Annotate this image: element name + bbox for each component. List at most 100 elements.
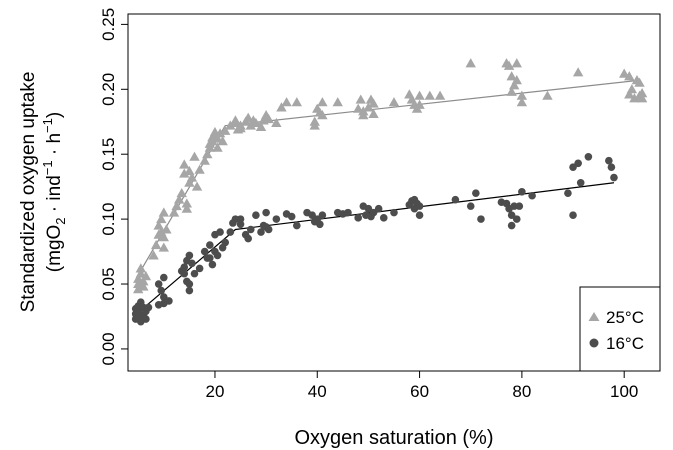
- point-25c: [636, 93, 648, 103]
- point-25c: [263, 113, 274, 124]
- x-axis-label: Oxygen saturation (%): [295, 427, 494, 449]
- point-16c: [252, 211, 260, 220]
- y-axis: 0.00 0.05 0.10 0.15 0.20 0.25: [99, 8, 129, 365]
- y-label-mid2: · h: [44, 133, 65, 160]
- point-16c: [512, 215, 521, 223]
- legend-box: [579, 286, 661, 372]
- plot-area: [127, 13, 661, 372]
- point-25c: [434, 90, 446, 100]
- point-25c: [161, 224, 172, 234]
- point-16c: [216, 228, 224, 236]
- point-16c: [185, 280, 194, 288]
- y-tick-label: 0.25: [99, 8, 118, 41]
- point-25c: [271, 117, 282, 128]
- point-25c: [212, 142, 223, 152]
- point-16c: [180, 269, 189, 278]
- point-25c: [179, 159, 190, 169]
- point-25c: [150, 239, 162, 250]
- point-25c: [414, 90, 425, 100]
- y-tick-label: 0.15: [99, 138, 118, 171]
- point-16c: [354, 214, 362, 222]
- point-16c: [208, 260, 217, 269]
- point-25c: [133, 278, 144, 289]
- point-25c: [332, 97, 343, 107]
- y-axis-label-line2: (mgO2 · ind−1 · h−1): [40, 112, 68, 272]
- point-16c: [264, 225, 273, 234]
- point-25c: [199, 155, 210, 165]
- point-25c: [506, 86, 517, 96]
- point-16c: [190, 269, 199, 278]
- fit-lines: [137, 79, 640, 314]
- point-16c: [160, 273, 168, 282]
- point-25c: [388, 97, 400, 107]
- x-tick-label: 60: [410, 382, 429, 401]
- point-25c: [368, 98, 379, 108]
- point-16c: [466, 202, 475, 210]
- point-16c: [293, 221, 301, 230]
- point-25c: [219, 125, 231, 135]
- point-25c: [186, 172, 198, 182]
- point-16c: [206, 254, 214, 262]
- point-25c: [624, 89, 635, 99]
- point-16c: [515, 202, 524, 210]
- point-16c: [213, 251, 222, 260]
- point-25c: [291, 97, 303, 107]
- point-16c: [236, 220, 245, 229]
- point-16c: [206, 241, 214, 249]
- point-16c: [262, 208, 270, 217]
- point-16c: [472, 189, 480, 197]
- point-25c: [309, 120, 320, 130]
- y-label-sup2: −1: [40, 118, 55, 133]
- point-25c: [624, 71, 635, 81]
- point-25c: [276, 102, 287, 112]
- point-16c: [287, 212, 296, 221]
- point-25c: [245, 120, 256, 130]
- y-label-sup1: −1: [40, 160, 55, 175]
- y-label-sub: 2: [53, 217, 68, 224]
- point-25c: [225, 120, 236, 130]
- point-16c: [195, 264, 204, 273]
- y-tick-label: 0.05: [99, 267, 118, 300]
- point-25c: [214, 128, 226, 138]
- point-25c: [255, 121, 267, 131]
- point-16c: [574, 159, 582, 168]
- point-25c: [179, 168, 190, 178]
- x-tick-label: 80: [512, 382, 531, 401]
- y-label-mid1: · ind: [44, 175, 65, 217]
- point-16c: [415, 211, 424, 220]
- y-tick-label: 0.00: [99, 332, 118, 365]
- point-25c: [138, 281, 149, 291]
- point-25c: [465, 58, 476, 68]
- point-16c: [415, 202, 424, 210]
- point-25c: [156, 213, 167, 224]
- point-25c: [133, 284, 144, 294]
- point-16c: [344, 208, 352, 217]
- point-25c: [181, 198, 193, 208]
- point-16c: [221, 238, 229, 247]
- point-25c: [168, 207, 180, 217]
- point-16c: [528, 191, 536, 200]
- point-25c: [281, 97, 292, 107]
- point-25c: [317, 110, 328, 120]
- legend-label-25c: 25°C: [606, 308, 644, 327]
- point-25c: [235, 123, 246, 133]
- point-25c: [503, 60, 515, 70]
- point-16c: [569, 211, 577, 220]
- point-16c: [390, 208, 398, 217]
- point-16c: [180, 263, 189, 271]
- x-tick-label: 40: [308, 382, 327, 401]
- fit-line-16c: [137, 182, 615, 314]
- point-25c: [358, 106, 369, 116]
- point-16c: [257, 228, 265, 236]
- point-16c: [246, 225, 255, 234]
- point-25c: [352, 103, 364, 113]
- point-25c: [626, 84, 638, 94]
- point-25c: [148, 250, 159, 260]
- point-16c: [142, 315, 150, 323]
- point-25c: [414, 99, 425, 109]
- point-16c: [165, 297, 173, 305]
- point-16c: [200, 247, 209, 256]
- point-16c: [154, 280, 163, 288]
- point-16c: [188, 259, 196, 268]
- point-16c: [518, 188, 526, 196]
